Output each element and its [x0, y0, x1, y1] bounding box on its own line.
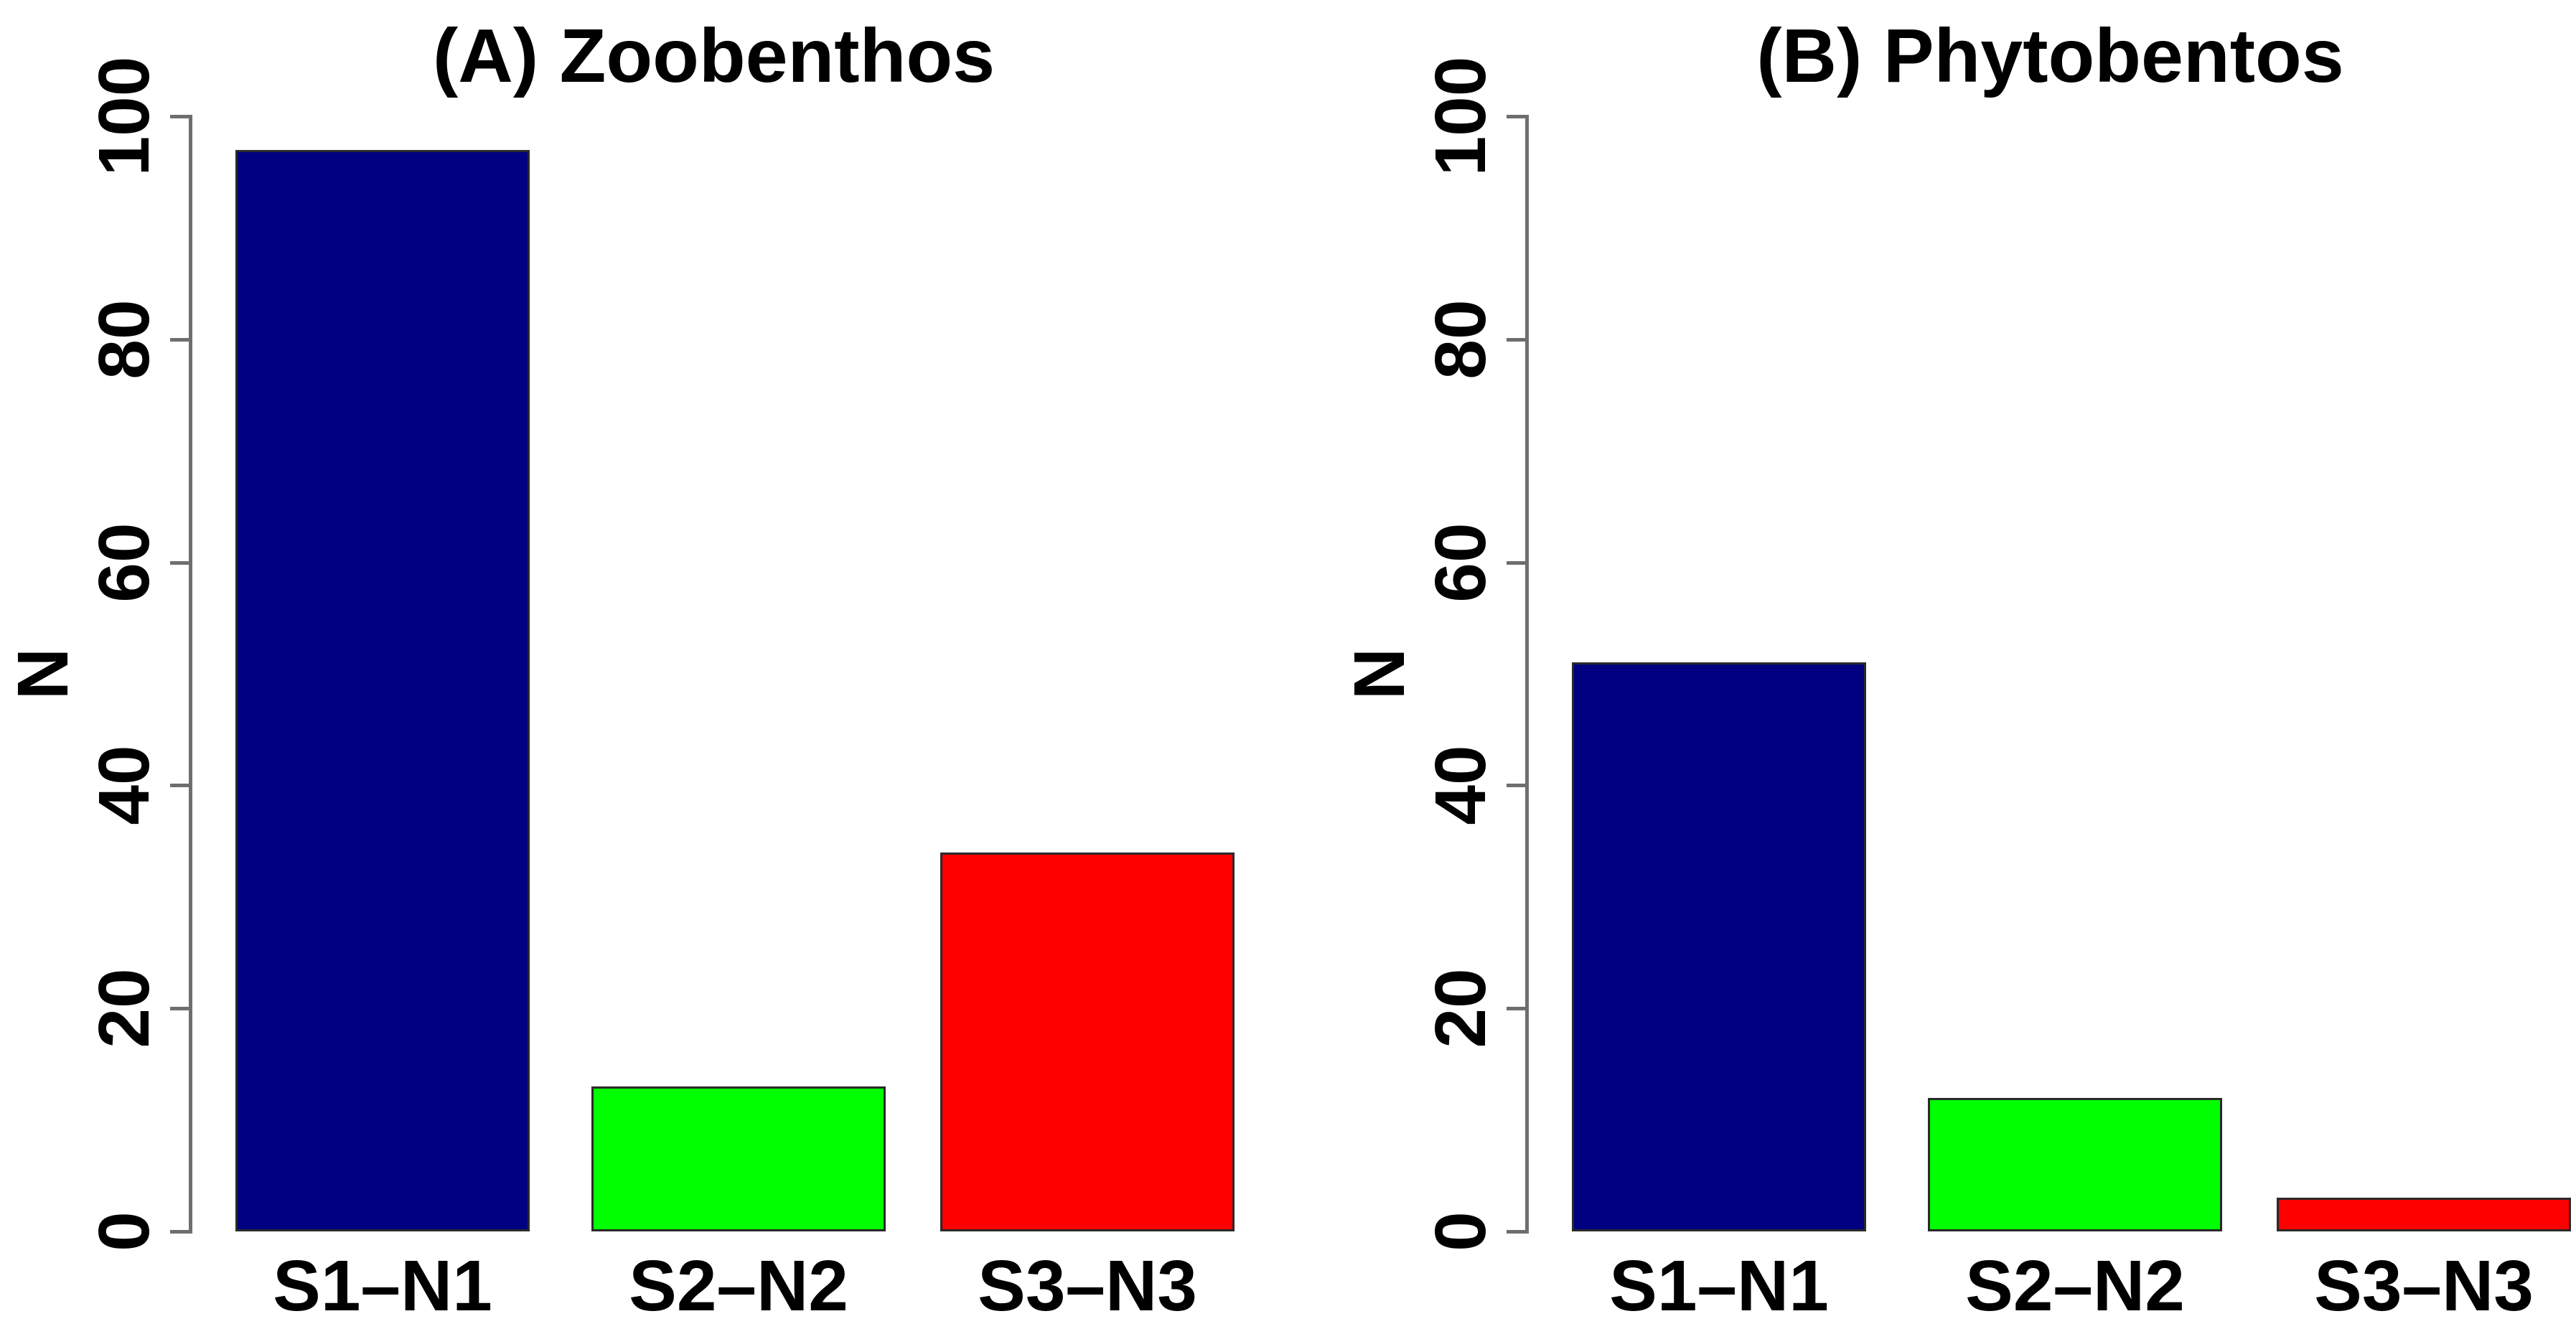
bar-s1-n1 [235, 149, 530, 1231]
y-tick [170, 115, 189, 118]
y-tick-label: 60 [1420, 522, 1501, 603]
panel-a-title: (A) Zoobenthos [432, 14, 996, 98]
y-tick [170, 337, 189, 342]
x-category-label: S2–N2 [1965, 1246, 2185, 1326]
y-tick [1507, 1007, 1525, 1011]
x-category-label: S1–N1 [273, 1246, 492, 1326]
x-category-label: S2–N2 [629, 1246, 848, 1326]
panel-b-title: (B) Phytobentos [1756, 14, 2344, 98]
y-tick [170, 784, 189, 788]
y-axis-line [1525, 115, 1529, 1234]
y-axis-line [189, 115, 192, 1234]
y-tick-label: 100 [1420, 56, 1501, 177]
y-tick [1507, 337, 1525, 342]
y-tick [1507, 1230, 1525, 1234]
y-tick [1507, 115, 1525, 118]
y-tick [170, 1007, 189, 1011]
y-tick-label: 20 [1420, 968, 1501, 1048]
bar-s3-n3 [2277, 1198, 2571, 1231]
y-tick [170, 560, 189, 565]
y-tick-label: 40 [1420, 745, 1501, 826]
bar-s2-n2 [591, 1086, 886, 1231]
y-tick-label: 0 [1420, 1211, 1501, 1251]
y-tick [1507, 784, 1525, 788]
x-category-label: S3–N3 [978, 1246, 1197, 1326]
x-category-label: S1–N1 [1609, 1246, 1829, 1326]
x-category-label: S3–N3 [2314, 1246, 2534, 1326]
bar-s1-n1 [1572, 662, 1866, 1231]
y-tick [1507, 560, 1525, 565]
y-tick-label: 80 [1420, 299, 1501, 380]
bar-s3-n3 [940, 852, 1235, 1231]
panel-b-y-axis-label: N [1339, 647, 1420, 700]
y-tick [170, 1230, 189, 1234]
bar-s2-n2 [1928, 1097, 2222, 1231]
